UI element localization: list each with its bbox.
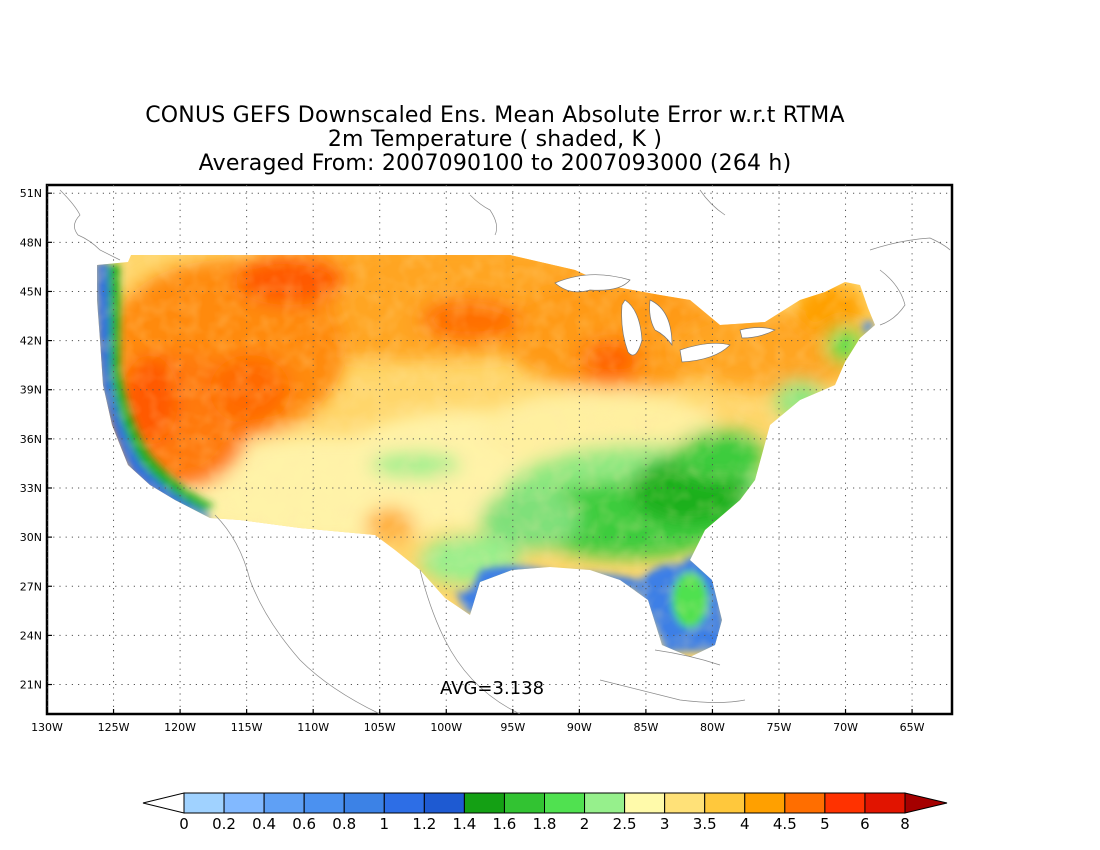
colorbar-swatch: [463, 792, 505, 814]
map-title-line-3: Averaged From: 2007090100 to 2007093000 …: [198, 151, 792, 176]
lat-tick-label: 39N: [20, 384, 42, 397]
colorbar-label: 1.2: [412, 815, 436, 833]
lon-tick-label: 125W: [98, 721, 130, 734]
colorbar-label: 4.5: [773, 815, 797, 833]
colorbar-swatch: [544, 792, 586, 814]
colorbar-label: 1.8: [533, 815, 557, 833]
lat-tick-label: 33N: [20, 482, 42, 495]
colorbar-swatch: [303, 792, 345, 814]
colorbar-over-arrow: [904, 792, 948, 814]
lon-tick-label: 80W: [700, 721, 725, 734]
average-label: AVG=3.138: [440, 678, 544, 699]
map-title-line-1: CONUS GEFS Downscaled Ens. Mean Absolute…: [145, 103, 845, 128]
colorbar-swatch: [223, 792, 265, 814]
colorbar-label: 5: [820, 815, 830, 833]
colorbar-label: 2: [580, 815, 590, 833]
colorbar-label: 0: [179, 815, 189, 833]
lat-tick-label: 42N: [20, 335, 42, 348]
colorbar-label: 1.4: [452, 815, 476, 833]
colorbar-swatch: [624, 792, 666, 814]
colorbar-label: 3.5: [693, 815, 717, 833]
colorbar-swatch: [784, 792, 826, 814]
lon-tick-label: 70W: [833, 721, 858, 734]
lat-lon-gridlines: [47, 185, 952, 714]
lon-tick-label: 105W: [364, 721, 396, 734]
colorbar-label: 0.4: [252, 815, 276, 833]
colorbar: 0 0.2 0.4 0.6 0.8 1 1.2 1.4 1.6 1.8 2 2.5 3 3.5 4 4.5 5 6…: [142, 792, 948, 833]
colorbar-swatch: [423, 792, 465, 814]
colorbar-label: 1.6: [493, 815, 517, 833]
colorbar-label: 0.2: [212, 815, 236, 833]
colorbar-swatch: [503, 792, 546, 814]
lon-tick-label: 110W: [297, 721, 329, 734]
colorbar-swatch: [183, 792, 225, 814]
lat-tick-label: 51N: [20, 187, 42, 200]
lon-tick-label: 85W: [633, 721, 658, 734]
colorbar-swatch: [824, 792, 866, 814]
lat-tick-label: 27N: [20, 580, 42, 593]
lon-tick-label: 90W: [567, 721, 592, 734]
lon-tick-label: 130W: [31, 721, 63, 734]
colorbar-swatch: [744, 792, 786, 814]
colorbar-label: 0.6: [292, 815, 316, 833]
lat-tick-label: 45N: [20, 285, 42, 298]
colorbar-swatch: [864, 792, 906, 814]
great-lakes: [554, 274, 776, 363]
lon-tick-label: 100W: [430, 721, 462, 734]
lat-tick-label: 36N: [20, 433, 42, 446]
lat-tick-label: 30N: [20, 531, 42, 544]
colorbar-under-arrow: [142, 792, 185, 814]
axis-ticks: 130W 125W 120W 115W 110W 105W 100W 95W 90W 85W 80W…: [20, 187, 925, 734]
lon-tick-label: 75W: [767, 721, 792, 734]
colorbar-label: 4: [740, 815, 750, 833]
lat-tick-label: 24N: [20, 629, 42, 642]
lat-tick-label: 21N: [20, 679, 42, 692]
map-title-line-2: 2m Temperature ( shaded, K ): [327, 127, 663, 152]
colorbar-label: 1: [380, 815, 390, 833]
lon-tick-label: 115W: [231, 721, 263, 734]
colorbar-label: 0.8: [332, 815, 356, 833]
colorbar-swatch: [664, 792, 706, 814]
geographic-outlines: [59, 189, 951, 714]
colorbar-swatch: [263, 792, 305, 814]
lat-tick-label: 48N: [20, 236, 42, 249]
colorbar-swatch: [704, 792, 746, 814]
lon-tick-label: 65W: [900, 721, 925, 734]
lon-tick-label: 120W: [164, 721, 196, 734]
colorbar-swatch: [383, 792, 425, 814]
colorbar-label: 6: [860, 815, 870, 833]
colorbar-label: 3: [660, 815, 670, 833]
lon-tick-label: 95W: [500, 721, 525, 734]
colorbar-swatch: [343, 792, 385, 814]
colorbar-swatch: [584, 792, 626, 814]
colorbar-label: 2.5: [613, 815, 637, 833]
colorbar-label: 8: [900, 815, 910, 833]
